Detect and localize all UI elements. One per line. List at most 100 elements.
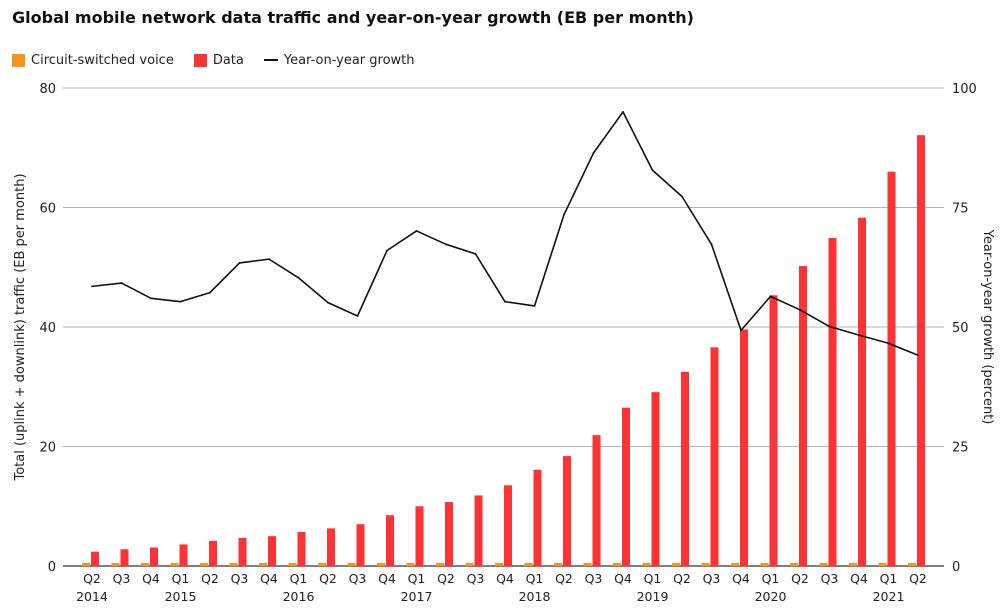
bar-data (710, 347, 719, 566)
bar-voice (819, 563, 828, 566)
growth-point (238, 262, 241, 264)
bar-voice (849, 563, 857, 566)
bar-voice (760, 563, 769, 566)
bar-voice (406, 563, 415, 566)
legend-label-growth: Year-on-year growth (283, 52, 415, 68)
bar-data (887, 171, 896, 566)
y-tick-label: 0 (48, 560, 56, 575)
bar-voice (495, 563, 503, 566)
x-tick-label: Q3 (821, 571, 839, 586)
bar-data (356, 524, 365, 566)
growth-point (91, 285, 93, 288)
bar-voice (377, 563, 385, 566)
growth-point (917, 354, 919, 357)
bar-voice (672, 563, 680, 566)
growth-point (592, 152, 595, 154)
bar-data (769, 295, 778, 566)
bar-data (209, 540, 217, 566)
y-axis-label: Total (uplink + downlink) traffic (EB pe… (13, 173, 28, 481)
x-tick-label: Q1 (172, 571, 190, 586)
growth-point (887, 342, 890, 345)
growth-point (474, 252, 477, 255)
x-tick-label: Q2 (555, 571, 573, 586)
bar-voice (347, 563, 356, 566)
bar-voice (583, 563, 592, 566)
bar-data (415, 506, 424, 566)
growth-point (504, 300, 506, 303)
growth-point (179, 300, 182, 303)
bar-voice (82, 563, 90, 566)
x-tick-label: Q3 (349, 571, 367, 586)
bar-voice (229, 563, 238, 566)
x-tick-label: Q2 (909, 571, 927, 586)
growth-point (297, 276, 300, 279)
y-tick-label: 40 (39, 321, 56, 336)
x-tick-label: Q1 (408, 571, 426, 586)
growth-point (445, 243, 447, 246)
legend-swatch-data (193, 53, 207, 67)
bar-data (651, 392, 660, 566)
growth-point (622, 111, 624, 113)
x-tick-label: Q4 (378, 571, 396, 586)
bar-data (563, 456, 571, 566)
growth-line (91, 111, 919, 356)
growth-point (327, 301, 329, 304)
growth-point (120, 282, 123, 284)
bar-data (327, 528, 335, 566)
y2-tick-label: 50 (952, 321, 969, 336)
bar-data (828, 237, 837, 566)
year-label: 2014 (76, 589, 108, 604)
bar-data (268, 536, 276, 566)
bar-voice (318, 563, 326, 566)
growth-point (415, 230, 418, 232)
bar-voice (642, 563, 651, 566)
growth-point (268, 258, 270, 261)
bar-voice (908, 563, 916, 566)
legend-item-data: Data (193, 53, 244, 68)
y2-tick-label: 100 (952, 82, 977, 97)
bar-data (592, 435, 601, 566)
legend-label-voice: Circuit-switched voice (31, 52, 174, 68)
chart-title: Global mobile network data traffic and y… (12, 8, 694, 27)
year-label: 2016 (283, 589, 315, 604)
x-tick-label: Q1 (880, 571, 898, 586)
bar-data (858, 217, 866, 566)
x-tick-label: Q2 (319, 571, 337, 586)
legend-swatch-growth (263, 59, 278, 61)
bar-data (386, 515, 394, 566)
bar-data (622, 407, 630, 566)
x-tick-label: Q4 (732, 571, 750, 586)
bar-voice (554, 563, 562, 566)
x-tick-label: Q3 (113, 571, 131, 586)
bar-data (740, 329, 748, 566)
bar-data (445, 502, 453, 566)
year-label: 2015 (165, 589, 197, 604)
growth-point (740, 329, 742, 332)
year-label: 2020 (755, 589, 787, 604)
x-tick-label: Q4 (260, 571, 278, 586)
y-tick-label: 60 (39, 202, 56, 217)
bar-voice (878, 563, 887, 566)
x-tick-label: Q1 (526, 571, 544, 586)
y2-tick-label: 0 (952, 560, 960, 575)
year-label: 2021 (873, 589, 905, 604)
x-tick-label: Q2 (83, 571, 101, 586)
x-tick-label: Q1 (290, 571, 308, 586)
y2-axis-label: Year-on-year growth (percent) (980, 229, 995, 425)
growth-point (681, 195, 683, 198)
x-tick-label: Q4 (496, 571, 514, 586)
growth-point (651, 169, 654, 172)
x-tick-label: Q2 (791, 571, 809, 586)
growth-point (828, 325, 831, 328)
growth-point (769, 295, 772, 298)
bar-voice (731, 563, 739, 566)
bar-data (91, 551, 99, 566)
bar-voice (436, 563, 444, 566)
bar-voice (170, 563, 179, 566)
bar-voice (288, 563, 297, 566)
legend-item-growth: Year-on-year growth (263, 52, 415, 68)
bar-voice (613, 563, 621, 566)
legend-swatch-voice (12, 53, 25, 67)
growth-point (150, 297, 152, 300)
x-tick-label: Q3 (585, 571, 603, 586)
